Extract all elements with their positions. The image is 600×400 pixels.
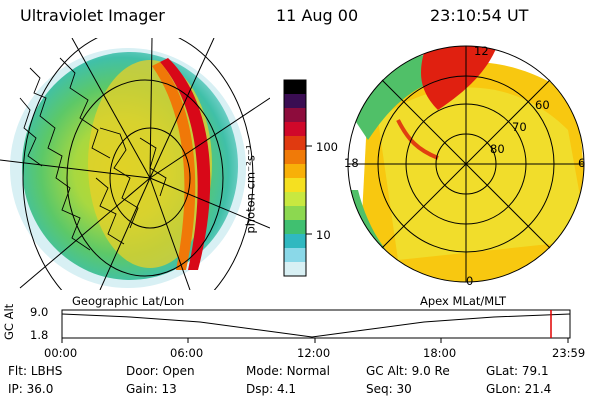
mlat-label-60: 60 bbox=[535, 98, 550, 112]
timeline-axis-label: GC Alt bbox=[2, 303, 16, 340]
polar-emission-edge bbox=[348, 54, 438, 140]
colorbar-tick-label-100: 100 bbox=[316, 140, 338, 154]
time-label-1800: 18:00 bbox=[423, 346, 457, 360]
colorbar-segment bbox=[284, 122, 306, 137]
door-label: Door: bbox=[126, 364, 159, 378]
polar-arc bbox=[396, 119, 439, 160]
gcalt-value: 9.0 Re bbox=[411, 364, 450, 378]
info-ip: IP: 36.0 bbox=[8, 382, 53, 396]
ip-label: IP: bbox=[8, 382, 23, 396]
door-value: Open bbox=[162, 364, 195, 378]
colorbar-segment bbox=[284, 80, 306, 95]
colorbar-segment bbox=[284, 234, 306, 249]
info-glon: GLon: 21.4 bbox=[486, 382, 551, 396]
info-mode: Mode: Normal bbox=[246, 364, 330, 378]
time-label: 23:10:54 UT bbox=[430, 6, 529, 25]
colorbar-segment bbox=[284, 248, 306, 263]
geographic-aurora-image bbox=[0, 38, 270, 290]
auroral-oval-band bbox=[160, 58, 211, 270]
colorbar-segment bbox=[284, 206, 306, 221]
colorbar-strip bbox=[284, 80, 306, 277]
auroral-oval-edge bbox=[152, 62, 196, 270]
mlt-label-6: 6 bbox=[578, 156, 586, 170]
time-label-1200: 12:00 bbox=[297, 346, 331, 360]
info-seq: Seq: 30 bbox=[366, 382, 412, 396]
glat-value: 79.1 bbox=[521, 364, 549, 378]
polar-emission-inner bbox=[378, 87, 584, 260]
colorbar-segment bbox=[284, 192, 306, 207]
right-panel-caption: Apex MLat/MLT bbox=[420, 294, 507, 308]
colorbar-segment bbox=[284, 262, 306, 277]
mode-value: Normal bbox=[286, 364, 330, 378]
info-dsp: Dsp: 4.1 bbox=[246, 382, 296, 396]
colorbar-frame bbox=[283, 79, 307, 277]
gain-value: 13 bbox=[161, 382, 177, 396]
apex-polar-plot bbox=[347, 45, 585, 283]
polar-grid bbox=[347, 45, 585, 283]
colorbar-unit-label: photon cm⁻²s⁻¹ bbox=[243, 144, 258, 234]
time-label-0600: 06:00 bbox=[170, 346, 204, 360]
glon-value: 21.4 bbox=[524, 382, 552, 396]
time-label-2359: 23:59 bbox=[552, 346, 586, 360]
timeline-frame bbox=[61, 309, 571, 339]
mlt-label-0: 0 bbox=[466, 274, 474, 288]
timeline-y-label-bottom: 1.8 bbox=[30, 328, 49, 342]
colorbar-tick-label-10: 10 bbox=[316, 228, 331, 242]
altitude-curve bbox=[61, 313, 571, 338]
dsp-value: 4.1 bbox=[276, 382, 297, 396]
info-flt: Flt: LBHS bbox=[8, 364, 62, 378]
glon-label: GLon: bbox=[486, 382, 521, 396]
info-gcalt: GC Alt: 9.0 Re bbox=[366, 364, 450, 378]
lat-lon-grid bbox=[0, 38, 270, 290]
flt-label: Flt: bbox=[8, 364, 27, 378]
colorbar-segment bbox=[284, 94, 306, 109]
dsp-label: Dsp: bbox=[246, 382, 274, 396]
mode-label: Mode: bbox=[246, 364, 283, 378]
info-door: Door: Open bbox=[126, 364, 195, 378]
mlt-label-18: 18 bbox=[344, 156, 359, 170]
flt-value: LBHS bbox=[30, 364, 63, 378]
gcalt-label: GC Alt: bbox=[366, 364, 408, 378]
date-label: 11 Aug 00 bbox=[276, 6, 359, 25]
mlat-label-80: 80 bbox=[490, 142, 505, 156]
glat-label: GLat: bbox=[486, 364, 519, 378]
colorbar-segment bbox=[284, 178, 306, 193]
colorbar-segment bbox=[284, 150, 306, 165]
seq-value: 30 bbox=[396, 382, 412, 396]
colorbar-segment bbox=[284, 136, 306, 151]
mlt-label-12: 12 bbox=[474, 44, 489, 58]
info-glat: GLat: 79.1 bbox=[486, 364, 549, 378]
left-panel-caption: Geographic Lat/Lon bbox=[72, 294, 185, 308]
instrument-title: Ultraviolet Imager bbox=[20, 6, 165, 25]
info-gain: Gain: 13 bbox=[126, 382, 177, 396]
colorbar-segment bbox=[284, 164, 306, 179]
seq-label: Seq: bbox=[366, 382, 393, 396]
ip-value: 36.0 bbox=[26, 382, 54, 396]
color-scale-bar bbox=[283, 79, 312, 277]
mlat-label-70: 70 bbox=[512, 120, 527, 134]
timeline-y-label-top: 9.0 bbox=[30, 305, 49, 319]
colorbar-segment bbox=[284, 220, 306, 235]
colorbar-segment bbox=[284, 108, 306, 123]
time-label-0000: 00:00 bbox=[44, 346, 78, 360]
gain-label: Gain: bbox=[126, 382, 158, 396]
altitude-timeline bbox=[61, 309, 571, 343]
